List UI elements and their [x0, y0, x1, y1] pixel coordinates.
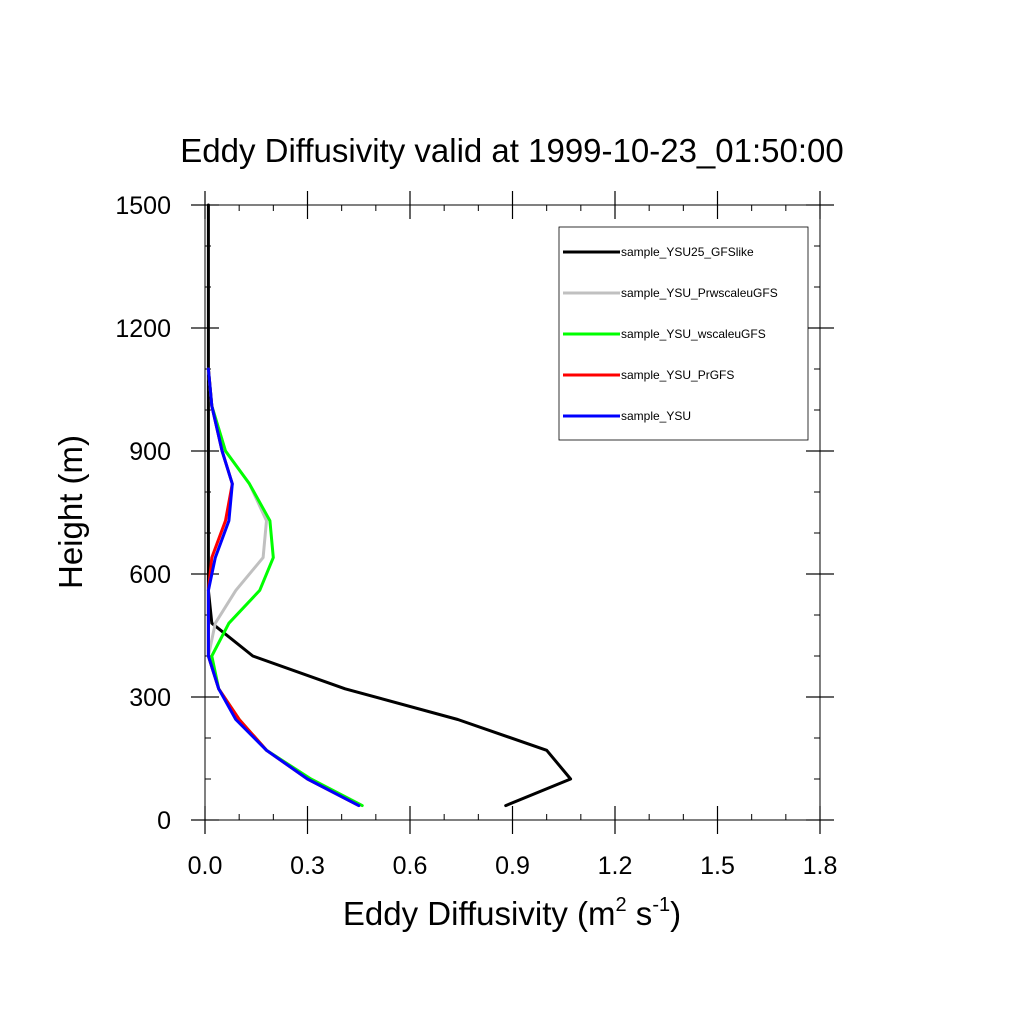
x-tick-label: 0.3: [290, 852, 325, 880]
legend-label: sample_YSU_PrGFS: [621, 368, 734, 382]
series-line-sample-ysu: [206, 367, 361, 808]
series-line-sample-ysu-prgfs: [206, 367, 361, 808]
series-line-sample-ysu-prwscaleugfs: [206, 367, 364, 808]
series-lines: [206, 203, 573, 808]
y-tick-label: 900: [129, 438, 171, 466]
x-tick-label: 0.9: [495, 852, 530, 880]
y-tick-labels: 0 300 600 900 1200 1500: [115, 192, 171, 835]
x-tick-label: 1.8: [803, 852, 838, 880]
series-line-sample-ysu25-gfslike: [206, 203, 573, 808]
y-tick-label: 1500: [115, 192, 171, 220]
x-tick-label: 0.6: [393, 852, 428, 880]
x-axis-label: Eddy Diffusivity (m2 s-1): [343, 894, 681, 932]
series-line-sample-ysu-wscaleugfs: [206, 367, 364, 808]
x-tick-labels: 0.0 0.3 0.6 0.9 1.2 1.5 1.8: [188, 852, 838, 880]
x-tick-label: 0.0: [188, 852, 223, 880]
y-tick-label: 600: [129, 561, 171, 589]
legend-label: sample_YSU25_GFSlike: [621, 245, 754, 259]
legend-label: sample_YSU_wscaleuGFS: [621, 327, 766, 341]
legend-label: sample_YSU: [621, 409, 691, 423]
legend-label: sample_YSU_PrwscaleuGFS: [621, 286, 778, 300]
x-tick-label: 1.5: [700, 852, 735, 880]
y-axis-label: Height (m): [52, 435, 89, 589]
x-tick-label: 1.2: [598, 852, 633, 880]
y-tick-label: 300: [129, 684, 171, 712]
y-tick-label: 0: [157, 807, 171, 835]
legend: sample_YSU25_GFSlike sample_YSU_Prwscaleu…: [558, 226, 809, 441]
chart-title: Eddy Diffusivity valid at 1999-10-23_01:…: [180, 132, 843, 169]
y-tick-label: 1200: [115, 315, 171, 343]
